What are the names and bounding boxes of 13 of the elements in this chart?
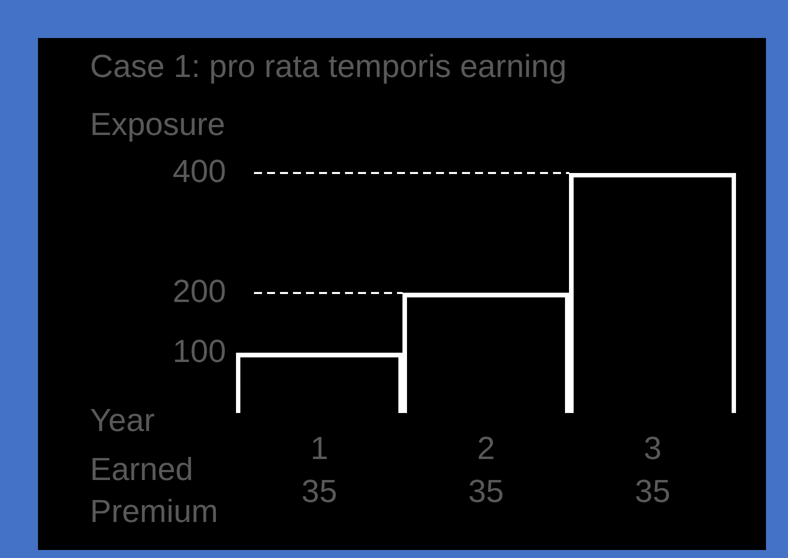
- text: 35: [468, 472, 504, 509]
- y-tick-label: 400: [172, 152, 226, 189]
- y-tick-label: 100: [172, 332, 226, 369]
- x-tick-label: 1: [310, 430, 328, 466]
- text: Earned Premium: [90, 450, 218, 529]
- chart-title: Case 1: pro rata temporis earning: [90, 48, 567, 84]
- x-tick-label: 2: [477, 430, 495, 466]
- x-axis-title: Year: [90, 402, 155, 438]
- text: 35: [634, 472, 670, 509]
- y-tick-label: 200: [172, 272, 226, 309]
- text: 35: [302, 472, 338, 509]
- y-axis-title: Exposure: [90, 106, 226, 142]
- x-tick-label: 3: [644, 430, 662, 466]
